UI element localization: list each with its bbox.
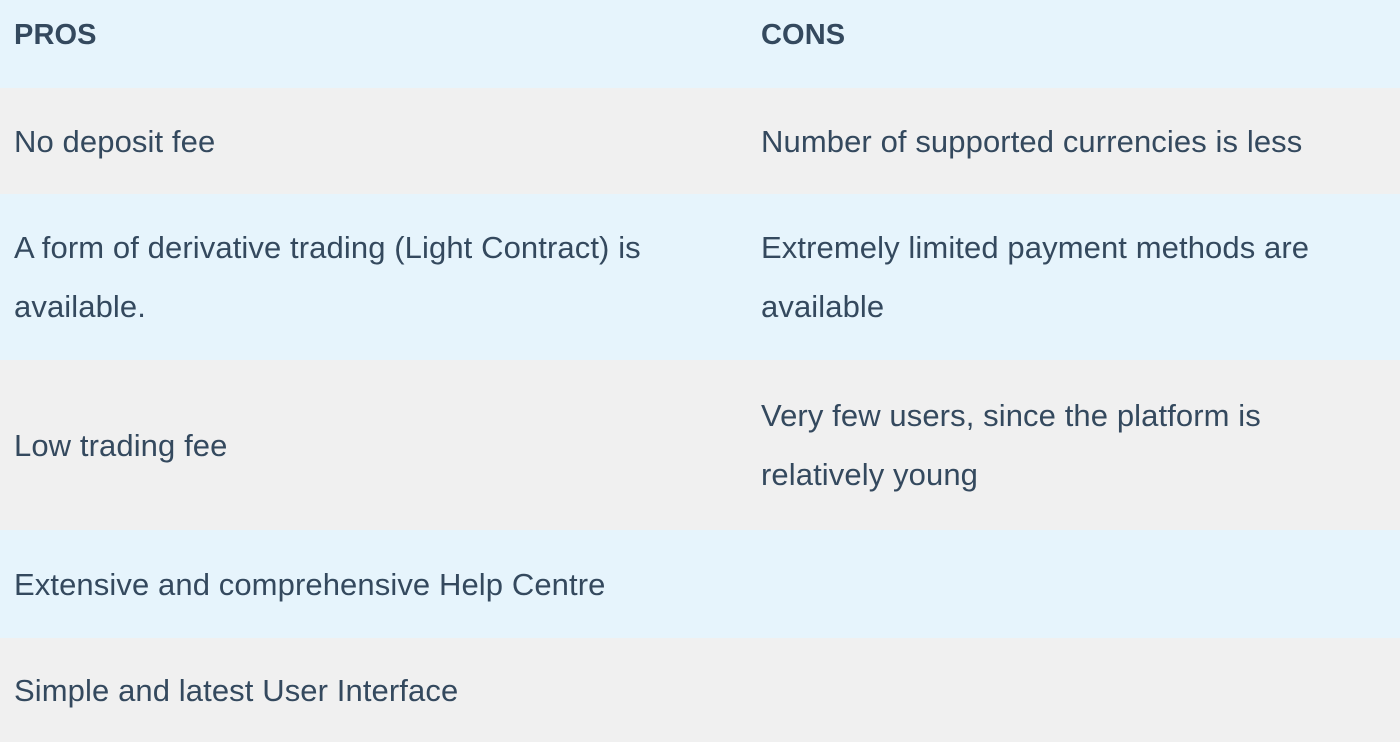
- pros-cell: Simple and latest User Interface: [0, 638, 747, 742]
- cons-cell: Number of supported currencies is less: [747, 88, 1400, 194]
- cons-cell: Extremely limited payment methods are av…: [747, 194, 1400, 360]
- pros-cell: Extensive and comprehensive Help Centre: [0, 530, 747, 638]
- pros-cell: A form of derivative trading (Light Cont…: [0, 194, 747, 360]
- cons-cell: [747, 638, 1400, 742]
- header-cons: CONS: [747, 0, 1400, 88]
- pros-cell: No deposit fee: [0, 88, 747, 194]
- cons-cell: Very few users, since the platform is re…: [747, 360, 1400, 530]
- cons-cell: [747, 530, 1400, 638]
- header-pros: PROS: [0, 0, 747, 88]
- pros-cell: Low trading fee: [0, 360, 747, 530]
